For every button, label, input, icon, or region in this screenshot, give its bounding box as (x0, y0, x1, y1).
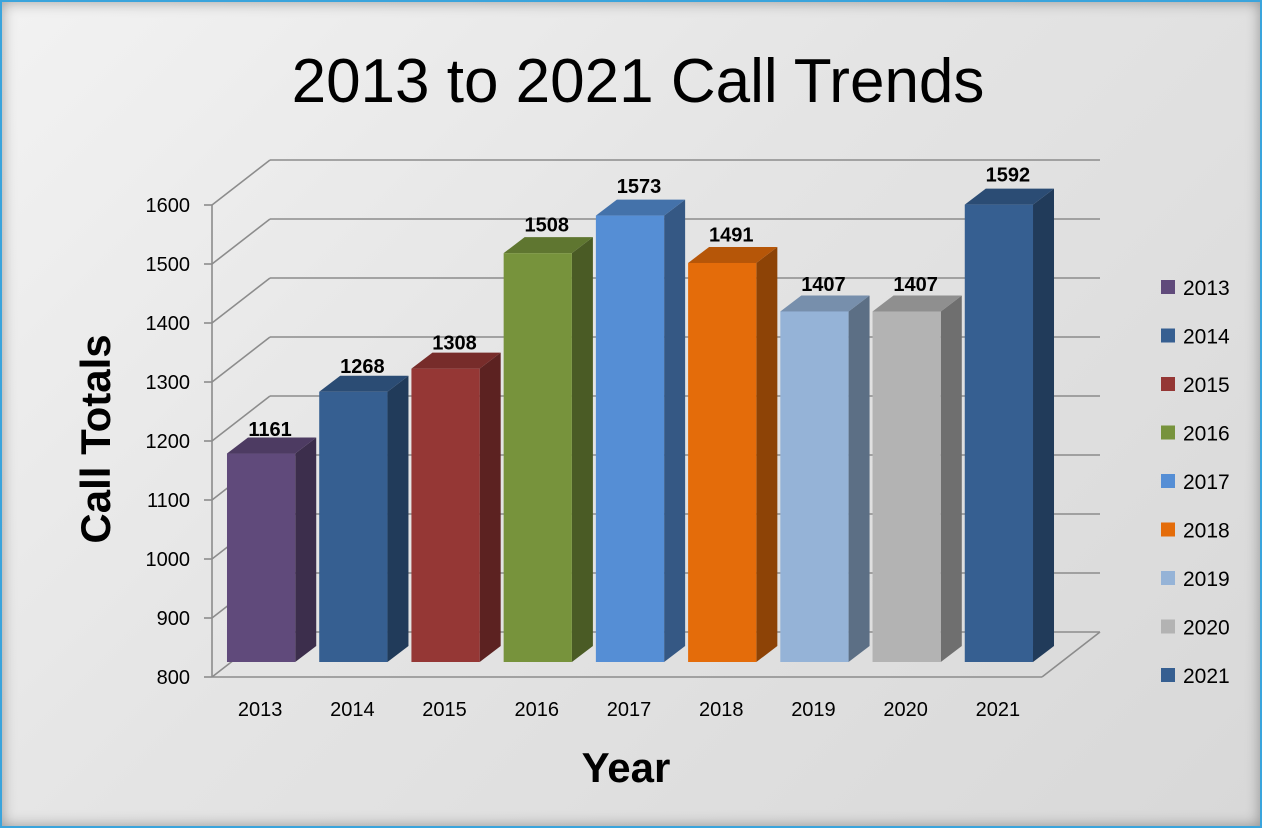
floor-edge (1041, 631, 1101, 678)
data-label: 1491 (709, 224, 754, 246)
bar (780, 311, 849, 662)
legend-label: 2017 (1183, 471, 1230, 494)
legend-swatch (1161, 328, 1175, 343)
bar (688, 262, 757, 662)
y-tick-label: 900 (157, 608, 190, 630)
legend-label: 2015 (1183, 374, 1230, 397)
y-tick-label: 800 (157, 667, 190, 689)
data-label: 1592 (986, 165, 1031, 187)
x-axis-title: Year (582, 744, 671, 791)
data-label: 1161 (248, 419, 291, 441)
bar-side (940, 295, 962, 662)
gridline-side (211, 395, 271, 442)
y-tick-label: 1300 (146, 372, 191, 394)
legend-label: 2018 (1183, 520, 1230, 543)
data-label: 1308 (432, 332, 477, 354)
bar-top (872, 295, 962, 312)
gridline-side (211, 218, 271, 265)
bar-side (848, 295, 870, 662)
x-tick-label: 2016 (515, 699, 560, 721)
bar-top (964, 188, 1055, 205)
data-label: 1573 (617, 176, 662, 198)
legend-swatch (1161, 280, 1175, 294)
bar-top (595, 199, 686, 216)
legend-label: 2020 (1183, 617, 1230, 640)
legend-swatch (1161, 425, 1175, 440)
gridline-side (211, 336, 271, 383)
bar-side (664, 199, 686, 662)
legend-label: 2021 (1183, 665, 1230, 688)
bar (411, 368, 480, 662)
legend-label: 2016 (1183, 423, 1230, 446)
y-tick-label: 1600 (146, 195, 191, 217)
legend: 2013 2014 2015 2016 2017 2018 2019 2020 2021 (1161, 277, 1230, 688)
bar-top (319, 375, 409, 392)
legend-swatch (1161, 571, 1175, 585)
bar (503, 253, 572, 662)
labels-layer: 800 900 1000 1100 1200 1300 1400 1500 1600 1161 20… (146, 165, 1031, 721)
bar-top (503, 237, 593, 254)
data-label: 1407 (893, 274, 938, 296)
y-tick-label: 1400 (146, 313, 191, 335)
bar-side (1033, 188, 1055, 662)
bar-side (387, 375, 409, 662)
bar-side (571, 237, 593, 662)
x-tick-label: 2014 (330, 699, 375, 721)
y-tick-label: 1200 (146, 431, 191, 453)
gridline-side (211, 159, 271, 206)
bar (964, 204, 1034, 662)
legend-swatch (1161, 474, 1175, 488)
x-tick-label: 2021 (976, 699, 1021, 721)
legend-label: 2013 (1183, 277, 1230, 300)
legend-label: 2019 (1183, 568, 1230, 591)
bar-top (411, 352, 501, 369)
legend-swatch (1161, 619, 1175, 634)
bar-top (226, 437, 317, 454)
y-tick-label: 1500 (146, 254, 191, 276)
bar-top (688, 246, 778, 263)
bar (319, 391, 388, 662)
data-label: 1268 (340, 356, 385, 378)
x-tick-label: 2018 (699, 699, 744, 721)
legend-swatch (1161, 668, 1175, 682)
bar (226, 453, 296, 662)
x-tick-label: 2017 (607, 699, 652, 721)
bar-top (780, 295, 870, 312)
y-tick-label: 1000 (146, 549, 191, 571)
x-tick-label: 2013 (238, 699, 283, 721)
x-tick-label: 2015 (422, 699, 467, 721)
bars-layer (226, 188, 1055, 662)
x-tick-label: 2020 (883, 699, 928, 721)
legend-label: 2014 (1183, 326, 1230, 349)
y-axis-title: Call Totals (72, 334, 119, 543)
y-tick-label: 1100 (147, 490, 190, 512)
legend-swatch (1161, 377, 1175, 391)
data-label: 1508 (525, 214, 570, 236)
bar (872, 311, 941, 662)
bar-side (295, 437, 317, 662)
bar-side (479, 352, 501, 662)
data-label: 1407 (801, 274, 846, 296)
gridline-side (211, 277, 271, 324)
legend-swatch (1161, 522, 1175, 537)
chart-title: 2013 to 2021 Call Trends (292, 47, 985, 116)
bar (595, 215, 665, 662)
bar-side (756, 246, 778, 662)
x-tick-label: 2019 (791, 699, 836, 721)
